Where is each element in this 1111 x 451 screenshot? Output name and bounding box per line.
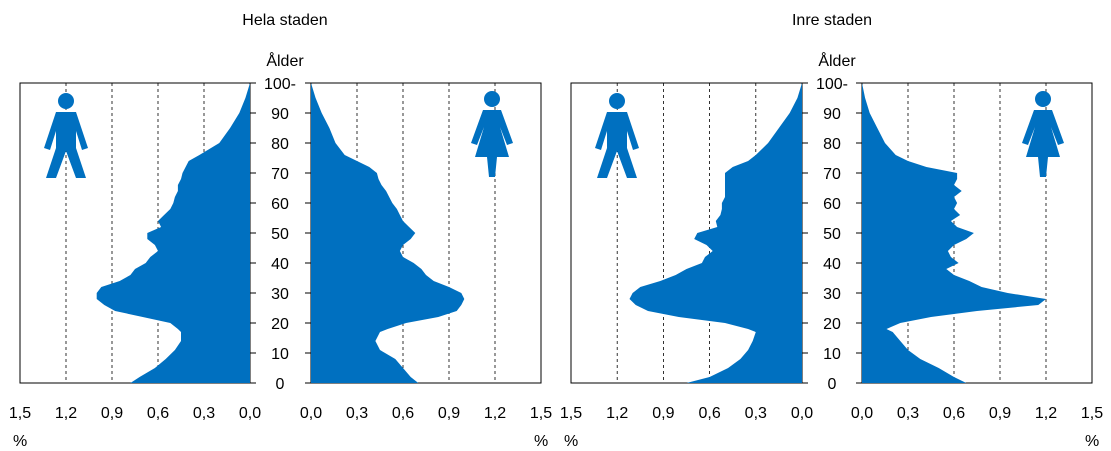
age-tick-label: 40 bbox=[271, 256, 289, 273]
women-x-tick-label: 1,2 bbox=[1035, 405, 1057, 422]
women-x-tick-label: 0,3 bbox=[346, 405, 368, 422]
men-x-tick-label: 0,3 bbox=[745, 405, 767, 422]
age-tick-label: 90 bbox=[271, 106, 289, 123]
age-tick-label: 60 bbox=[271, 196, 289, 213]
age-tick-label: 60 bbox=[823, 196, 841, 213]
women-x-tick-label: 0,6 bbox=[392, 405, 414, 422]
men-x-tick-label: 0,6 bbox=[147, 405, 169, 422]
women-unit-label: % bbox=[534, 433, 548, 450]
age-tick-label: 70 bbox=[271, 166, 289, 183]
man-icon bbox=[44, 93, 88, 178]
women-x-tick-label: 1,2 bbox=[484, 405, 506, 422]
age-tick-label: 80 bbox=[823, 136, 841, 153]
pyramid-chart-2: Inre staden Ålder 0 10 20 30 40 50 60 70 80 90 100- 1… bbox=[560, 12, 1103, 450]
age-tick-label: 10 bbox=[823, 346, 841, 363]
women-x-tick-label: 0,0 bbox=[851, 405, 873, 422]
men-area bbox=[629, 83, 802, 383]
man-icon bbox=[595, 93, 639, 178]
chart-title: Hela staden bbox=[242, 12, 327, 29]
women-x-tick-label: 0,3 bbox=[897, 405, 919, 422]
woman-icon bbox=[471, 91, 513, 177]
men-x-tick-label: 1,5 bbox=[560, 405, 582, 422]
men-unit-label: % bbox=[564, 433, 578, 450]
age-axis-label: Ålder bbox=[266, 51, 304, 70]
women-x-tick-label: 0,9 bbox=[438, 405, 460, 422]
men-x-tick-label: 0,0 bbox=[239, 405, 261, 422]
men-x-tick-label: 0,3 bbox=[193, 405, 215, 422]
men-x-tick-label: 1,5 bbox=[9, 405, 31, 422]
age-tick-label: 10 bbox=[271, 346, 289, 363]
women-x-tick-label: 1,5 bbox=[530, 405, 552, 422]
women-x-tick-label: 1,5 bbox=[1081, 405, 1103, 422]
women-x-tick-label: 0,0 bbox=[300, 405, 322, 422]
age-tick-label: 100- bbox=[264, 76, 296, 93]
age-tick-label: 40 bbox=[823, 256, 841, 273]
age-tick-label: 50 bbox=[271, 226, 289, 243]
woman-icon bbox=[1022, 91, 1064, 177]
men-x-tick-label: 0,9 bbox=[101, 405, 123, 422]
age-tick-label: 30 bbox=[823, 286, 841, 303]
women-unit-label: % bbox=[1085, 433, 1099, 450]
men-x-tick-label: 1,2 bbox=[606, 405, 628, 422]
women-area bbox=[311, 83, 465, 383]
age-tick-label: 70 bbox=[823, 166, 841, 183]
age-tick-label: 20 bbox=[271, 316, 289, 333]
men-x-tick-label: 1,2 bbox=[55, 405, 77, 422]
age-tick-label: 20 bbox=[823, 316, 841, 333]
age-tick-label: 80 bbox=[271, 136, 289, 153]
women-x-tick-label: 0,9 bbox=[989, 405, 1011, 422]
age-axis-label: Ålder bbox=[818, 51, 856, 70]
age-tick-label: 0 bbox=[276, 376, 285, 393]
men-x-tick-label: 0,6 bbox=[698, 405, 720, 422]
age-tick-label: 30 bbox=[271, 286, 289, 303]
women-area bbox=[862, 83, 1046, 383]
age-tick-label: 90 bbox=[823, 106, 841, 123]
men-unit-label: % bbox=[13, 433, 27, 450]
pyramid-chart-1: Hela staden Ålder 0 10 20 30 40 50 60 70 80 90 100- 1… bbox=[9, 12, 552, 450]
men-x-tick-label: 0,0 bbox=[791, 405, 813, 422]
chart-title: Inre staden bbox=[792, 12, 872, 29]
age-tick-label: 100- bbox=[816, 76, 848, 93]
age-tick-label: 0 bbox=[828, 376, 837, 393]
men-area bbox=[96, 83, 250, 383]
age-tick-label: 50 bbox=[823, 226, 841, 243]
men-x-tick-label: 0,9 bbox=[652, 405, 674, 422]
women-x-tick-label: 0,6 bbox=[943, 405, 965, 422]
